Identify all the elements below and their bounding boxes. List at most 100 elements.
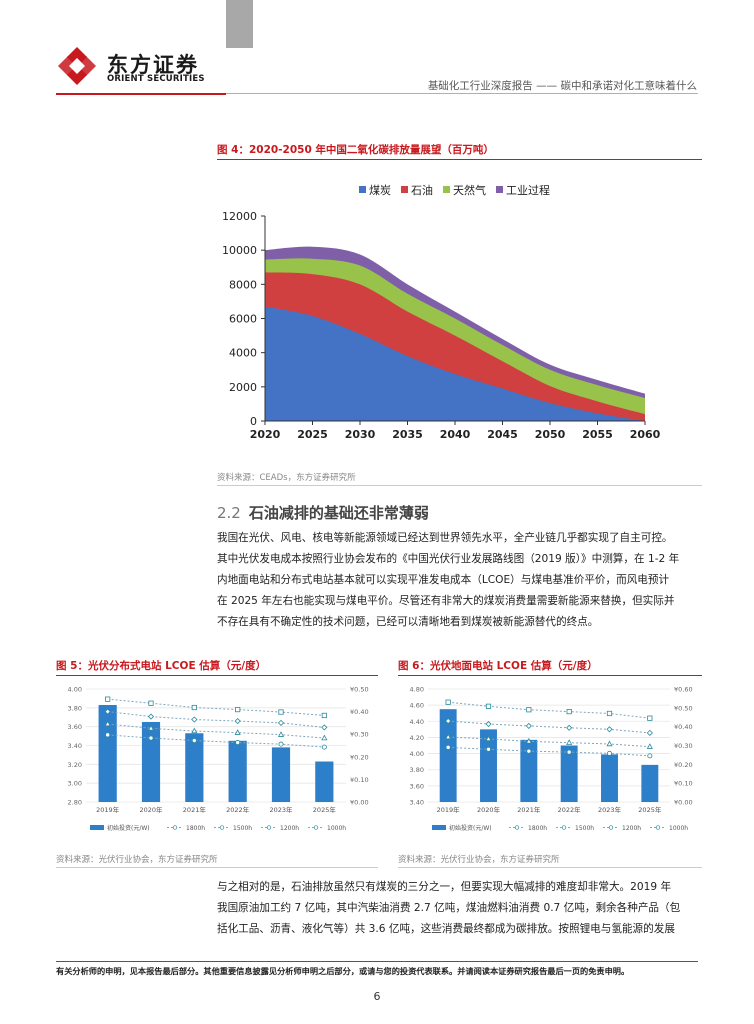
figure4-source: 资料来源：CEADs，东方证券研究所: [217, 473, 356, 483]
y-left-tick-label: 3.00: [68, 780, 82, 788]
header-divider: [56, 93, 698, 94]
legend-label: 石油: [411, 183, 433, 197]
figure4-title: 图 4：2020-2050 年中国二氧化碳排放量展望（百万吨）: [217, 144, 494, 156]
point-1000h: [445, 699, 451, 705]
y-right-tick-label: ¥0.40: [350, 708, 369, 716]
point-1200h: [445, 717, 452, 725]
point-1000h: [235, 706, 241, 713]
y-right-tick-label: ¥0.00: [674, 799, 693, 807]
x-tick-label: 2040: [440, 428, 471, 441]
point-1200h: [104, 708, 111, 715]
point-1500h: [606, 740, 613, 747]
y-left-tick-label: 3.80: [68, 704, 82, 712]
point-1500h: [566, 739, 573, 745]
point-1200h: [147, 713, 155, 720]
point-1200h: [234, 718, 241, 725]
point-1200h: [566, 724, 573, 731]
orient-logo-icon: [58, 47, 96, 85]
y-tick-label: 0: [250, 415, 257, 428]
paragraph-line: 在 2025 年左右也能实现与煤电平价。尽管还有非常大的煤炭消费量需要新能源来替…: [217, 595, 675, 607]
bar: [641, 764, 659, 802]
y-tick-label: 8000: [229, 278, 257, 291]
figure4-bottom-rule: [217, 485, 702, 486]
point-1500h: [321, 734, 328, 741]
point-1000h: [647, 715, 653, 721]
y-left-tick-label: 4.60: [410, 702, 424, 710]
point-1500h: [445, 733, 452, 740]
x-tick-label: 2022年: [226, 805, 250, 814]
y-right-tick-label: ¥0.20: [674, 761, 693, 769]
section-title: 石油减排的基础还非常薄弱: [248, 504, 429, 522]
point-1000h: [485, 703, 492, 709]
x-tick-label: 2019年: [437, 805, 461, 814]
bar: [98, 705, 117, 802]
legend-swatch: [90, 825, 104, 830]
legend-swatch: [359, 186, 366, 193]
y-tick-label: 2000: [229, 381, 257, 394]
y-left-tick-label: 3.20: [68, 761, 82, 769]
y-tick-label: 6000: [229, 313, 257, 326]
figure5-source: 资料来源：光伏行业协会，东方证券研究所: [56, 855, 218, 865]
point-1200h: [525, 722, 532, 729]
point-1500h: [485, 735, 492, 742]
y-right-tick-label: ¥0.40: [674, 723, 693, 731]
paragraph-2: 与之相对的是，石油排放虽然只有煤炭的三分之一，但要实现大幅减排的难度却非常大。2…: [217, 877, 703, 940]
paragraph-line: 括化工品、沥青、液化气等）共 3.6 亿吨，这些消费最终都成为碳排放。按照锂电与…: [217, 923, 675, 935]
footer-disclaimer: 有关分析师的申明，见本报告最后部分。其他重要信息披露见分析师申明之后部分，或请与…: [56, 966, 630, 976]
legend-label: 初始投资(元/W): [449, 824, 492, 832]
legend-marker: [266, 825, 272, 830]
point-1500h: [525, 737, 532, 744]
y-tick-label: 12000: [222, 210, 257, 223]
legend-marker: [172, 825, 178, 830]
point-1000h: [566, 708, 572, 715]
y-right-tick-label: ¥0.30: [350, 731, 369, 739]
series-line-1000h: [448, 701, 650, 719]
point-1500h: [234, 729, 241, 735]
x-tick-label: 2055: [582, 428, 613, 441]
legend-label: 1000h: [327, 825, 346, 832]
x-tick-label: 2020: [250, 428, 281, 441]
x-tick-label: 2035: [392, 428, 423, 441]
x-tick-label: 2023年: [269, 805, 293, 814]
point-1200h: [606, 726, 613, 733]
point-1000h: [278, 709, 284, 715]
y-right-tick-label: ¥0.10: [674, 780, 693, 788]
point-1500h: [104, 720, 111, 727]
paragraph-line: 我国原油加工约 7 亿吨，其中汽柴油消费 2.7 亿吨，煤油燃料油消费 0.7 …: [217, 902, 681, 914]
point-1200h: [646, 729, 653, 736]
legend-label: 工业过程: [506, 184, 550, 197]
legend-label: 1800h: [186, 825, 205, 832]
y-tick-label: 10000: [222, 244, 257, 257]
page-number: 6: [373, 990, 381, 1003]
legend-label: 煤炭: [369, 184, 391, 197]
y-left-tick-label: 4.40: [410, 718, 424, 726]
x-tick-label: 2023年: [598, 805, 622, 814]
y-right-tick-label: ¥0.20: [350, 753, 369, 761]
section-number: 2.2: [217, 504, 241, 522]
series-line-1200h: [448, 720, 650, 734]
legend-swatch: [443, 186, 450, 193]
point-1800h: [566, 749, 572, 755]
y-left-tick-label: 3.40: [410, 799, 424, 807]
figure6-bottom-rule: [398, 867, 702, 868]
section-heading: 2.2 石油减排的基础还非常薄弱: [217, 502, 429, 523]
header-divider-accent: [56, 93, 226, 95]
point-1200h: [321, 724, 328, 731]
point-1800h: [278, 741, 284, 747]
x-tick-label: 2020年: [139, 805, 163, 814]
logo-text-cn: 东方证券: [107, 53, 199, 77]
report-title: 基础化工行业深度报告 —— 碳中和承诺对化工意味着什么: [427, 80, 697, 92]
point-1000h: [105, 696, 111, 702]
figure6-title-rule: [398, 675, 702, 676]
point-1000h: [526, 707, 532, 713]
legend-marker: [313, 825, 319, 830]
y-right-tick-label: ¥0.50: [350, 686, 369, 694]
point-1000h: [606, 710, 613, 717]
point-1500h: [147, 724, 155, 731]
x-tick-label: 2025: [297, 428, 328, 441]
paragraph-line: 其中光伏发电成本按照行业协会发布的《中国光伏行业发展路线图（2019 版）》中测…: [217, 553, 680, 565]
point-1200h: [485, 720, 492, 728]
ground-pv-lcoe-chart: 3.40 3.60 3.80 4.00 4.20 4.40 4.60 4.80 ¥0.00 ¥0.…: [410, 686, 693, 833]
y-right-tick-label: ¥0.00: [350, 799, 369, 807]
x-tick-label: 2019年: [96, 805, 120, 814]
